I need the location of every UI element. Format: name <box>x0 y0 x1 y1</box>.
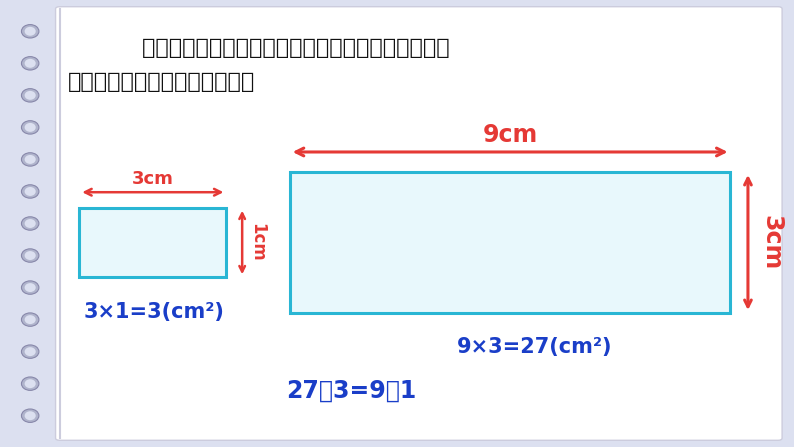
Text: 9cm: 9cm <box>483 122 538 147</box>
Ellipse shape <box>21 377 39 390</box>
Ellipse shape <box>25 27 36 36</box>
Ellipse shape <box>25 283 36 292</box>
Ellipse shape <box>25 411 36 420</box>
Ellipse shape <box>25 315 36 324</box>
Bar <box>290 172 730 313</box>
FancyBboxPatch shape <box>56 7 782 440</box>
Text: 3cm: 3cm <box>132 170 174 188</box>
Text: 27：3=9：1: 27：3=9：1 <box>286 378 416 402</box>
Ellipse shape <box>21 89 39 102</box>
Bar <box>79 208 226 277</box>
Ellipse shape <box>21 281 39 294</box>
Ellipse shape <box>25 219 36 228</box>
Ellipse shape <box>25 59 36 68</box>
Ellipse shape <box>21 185 39 198</box>
Ellipse shape <box>21 217 39 230</box>
Text: 算一算，看看你估计得对不对。: 算一算，看看你估计得对不对。 <box>67 72 255 92</box>
Ellipse shape <box>25 379 36 388</box>
Ellipse shape <box>25 187 36 196</box>
Text: 3cm: 3cm <box>760 215 784 270</box>
Ellipse shape <box>21 249 39 262</box>
Ellipse shape <box>25 123 36 132</box>
Ellipse shape <box>25 155 36 164</box>
Text: 3×1=3(cm²): 3×1=3(cm²) <box>83 302 224 322</box>
Ellipse shape <box>21 25 39 38</box>
Ellipse shape <box>21 57 39 70</box>
Ellipse shape <box>21 121 39 134</box>
Ellipse shape <box>21 153 39 166</box>
Ellipse shape <box>21 313 39 326</box>
Ellipse shape <box>25 91 36 100</box>
Text: 1cm: 1cm <box>249 223 267 262</box>
Ellipse shape <box>21 409 39 422</box>
Text: 估计一下大长方形与小长方形面积的比是几比几，再: 估计一下大长方形与小长方形面积的比是几比几，再 <box>111 38 449 58</box>
Ellipse shape <box>21 345 39 358</box>
Ellipse shape <box>25 347 36 356</box>
Ellipse shape <box>25 251 36 260</box>
Text: 9×3=27(cm²): 9×3=27(cm²) <box>457 337 613 358</box>
